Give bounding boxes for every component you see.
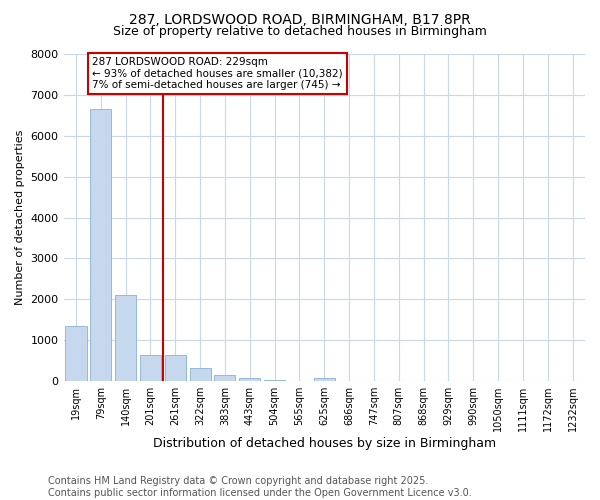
Bar <box>90 109 112 381</box>
Bar <box>264 380 285 381</box>
Bar <box>214 375 235 381</box>
Bar <box>115 295 136 381</box>
Bar <box>65 326 86 381</box>
Bar <box>314 378 335 381</box>
X-axis label: Distribution of detached houses by size in Birmingham: Distribution of detached houses by size … <box>153 437 496 450</box>
Text: 287, LORDSWOOD ROAD, BIRMINGHAM, B17 8PR: 287, LORDSWOOD ROAD, BIRMINGHAM, B17 8PR <box>129 12 471 26</box>
Bar <box>239 378 260 381</box>
Bar <box>165 356 186 381</box>
Text: Size of property relative to detached houses in Birmingham: Size of property relative to detached ho… <box>113 25 487 38</box>
Bar <box>190 368 211 381</box>
Bar <box>140 356 161 381</box>
Text: Contains HM Land Registry data © Crown copyright and database right 2025.
Contai: Contains HM Land Registry data © Crown c… <box>48 476 472 498</box>
Text: 287 LORDSWOOD ROAD: 229sqm
← 93% of detached houses are smaller (10,382)
7% of s: 287 LORDSWOOD ROAD: 229sqm ← 93% of deta… <box>92 57 343 90</box>
Y-axis label: Number of detached properties: Number of detached properties <box>15 130 25 305</box>
